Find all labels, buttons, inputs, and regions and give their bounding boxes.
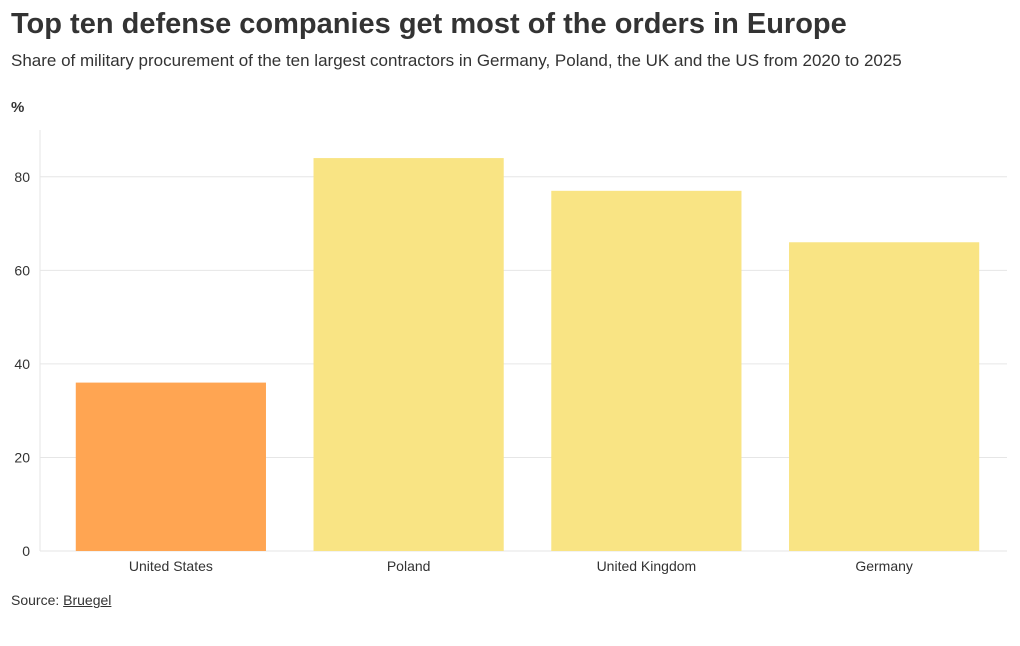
source-note: Source: Bruegel bbox=[11, 592, 111, 608]
bar-germany[interactable] bbox=[789, 242, 980, 551]
y-tick-label: 0 bbox=[22, 543, 30, 559]
y-tick-label: 40 bbox=[14, 356, 30, 372]
source-link[interactable]: Bruegel bbox=[63, 592, 112, 608]
y-tick-label: 20 bbox=[14, 449, 30, 465]
y-tick-label: 60 bbox=[14, 262, 30, 278]
bar-poland[interactable] bbox=[313, 158, 504, 552]
bar-united-states[interactable] bbox=[75, 382, 266, 551]
chart-subtitle: Share of military procurement of the ten… bbox=[11, 51, 902, 70]
y-tick-label: 80 bbox=[14, 169, 30, 185]
x-tick-label: United Kingdom bbox=[597, 558, 697, 574]
x-tick-label: Poland bbox=[387, 558, 431, 574]
y-axis-label: % bbox=[11, 99, 24, 116]
x-tick-label: United States bbox=[129, 558, 213, 574]
source-prefix: Source: bbox=[11, 592, 64, 608]
bar-united-kingdom[interactable] bbox=[551, 190, 742, 552]
x-tick-label: Germany bbox=[855, 558, 913, 574]
chart-title: Top ten defense companies get most of th… bbox=[11, 8, 847, 40]
